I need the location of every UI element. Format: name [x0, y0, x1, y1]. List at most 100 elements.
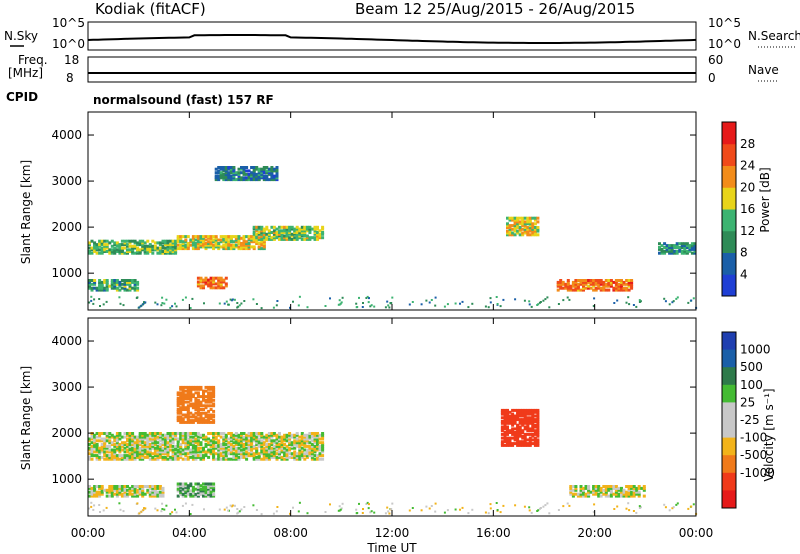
velocity-cell [196, 492, 200, 496]
power-cell [100, 282, 104, 286]
velocity-cell [181, 432, 185, 435]
velocity-cell [156, 457, 160, 461]
velocity-cell [237, 446, 241, 450]
power-cell [179, 235, 183, 239]
velocity-cell [186, 420, 190, 424]
velocity-cell [209, 439, 213, 443]
velocity-cell [571, 485, 575, 488]
velocity-cell [194, 441, 198, 445]
velocity-cell [156, 494, 160, 498]
velocity-cell [635, 490, 639, 494]
velocity-cell [204, 413, 208, 417]
velocity-cell [179, 391, 183, 395]
velocity-cell [131, 439, 135, 443]
power-cell [153, 246, 157, 250]
velocity-cell [305, 441, 309, 445]
velocity-cell [184, 385, 188, 389]
power-cell [164, 248, 167, 252]
velocity-cell [212, 391, 216, 395]
velocity-cell [189, 448, 193, 452]
velocity-cell [523, 418, 527, 422]
velocity-cell [186, 437, 190, 441]
power-cell [574, 279, 578, 282]
power-cell [252, 176, 256, 180]
velocity-cell [293, 446, 297, 450]
power-cell [199, 278, 203, 282]
velocity-cell [227, 457, 231, 461]
velocity-cell [255, 443, 259, 446]
velocity-cell [288, 441, 292, 445]
velocity-cell [265, 457, 269, 461]
power-cell [275, 178, 279, 182]
velocity-cell [260, 452, 264, 456]
velocity-cell [278, 435, 281, 439]
velocity-cell [191, 446, 195, 450]
power-cell [280, 236, 284, 240]
velocity-cell [148, 433, 152, 437]
velocity-cell [181, 398, 185, 402]
power-cell [247, 178, 251, 182]
velocity-cell [227, 509, 230, 512]
power-cell [196, 242, 200, 245]
power-cell [105, 284, 109, 288]
power-cell [93, 241, 97, 245]
velocity-cell [212, 409, 216, 413]
power-cell [265, 178, 269, 182]
power-cell [219, 176, 223, 180]
velocity-cell [637, 494, 641, 498]
velocity-cell [675, 503, 678, 506]
velocity-cell [191, 443, 195, 446]
power-cell [693, 249, 697, 253]
power-cell [120, 248, 124, 252]
velocity-cell [305, 433, 309, 437]
power-cell [668, 249, 672, 253]
power-cell [174, 246, 178, 250]
velocity-cell [295, 432, 299, 435]
velocity-cell [214, 435, 218, 439]
power-cell [620, 288, 623, 292]
velocity-cell [204, 452, 208, 456]
power-cell [275, 231, 279, 234]
power-cell [566, 282, 570, 286]
power-cell [614, 282, 618, 286]
velocity-cell [516, 425, 520, 429]
power-cell [199, 280, 203, 284]
power-cell [227, 247, 231, 251]
velocity-cell [240, 432, 243, 435]
velocity-cell [194, 454, 198, 458]
power-cell [115, 243, 119, 247]
velocity-cell [217, 432, 221, 435]
velocity-cell [209, 444, 213, 448]
power-cell [576, 282, 580, 286]
velocity-cell [90, 444, 94, 448]
velocity-cell [126, 437, 129, 441]
velocity-cell [90, 454, 94, 458]
power-cell [594, 280, 598, 284]
velocity-cell [110, 443, 114, 446]
velocity-cell [500, 408, 504, 412]
power-cell [513, 227, 517, 231]
power-cell [594, 279, 598, 282]
power-cell [151, 239, 155, 243]
power-cell [285, 232, 289, 236]
velocity-cell [98, 485, 102, 488]
velocity-cell [158, 432, 162, 435]
velocity-cell [186, 387, 190, 391]
power-cell [224, 166, 228, 169]
velocity-cell [141, 452, 145, 456]
velocity-cell [118, 444, 122, 448]
velocity-cell [229, 504, 232, 507]
velocity-cell [108, 490, 112, 494]
power-cell [102, 303, 105, 306]
velocity-cell [209, 494, 213, 498]
velocity-cell [300, 435, 304, 439]
velocity-cell [589, 490, 593, 494]
velocity-cell [234, 446, 238, 450]
velocity-cell [234, 439, 238, 443]
power-cell [671, 301, 674, 304]
velocity-cell [523, 436, 527, 440]
velocity-cell [622, 490, 626, 494]
power-cell [133, 244, 137, 248]
velocity-cell [255, 509, 258, 511]
power-cell [513, 233, 517, 237]
